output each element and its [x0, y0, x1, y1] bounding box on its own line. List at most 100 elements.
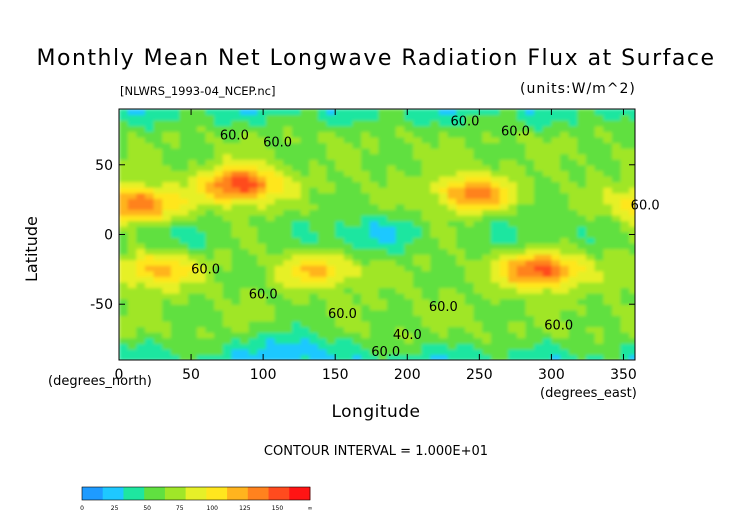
- flux-cell: [196, 242, 207, 250]
- flux-cell: [335, 337, 345, 344]
- flux-cell: [179, 209, 189, 216]
- x-axis-title: Longitude: [331, 402, 421, 422]
- flux-cell: [421, 270, 431, 277]
- flux-cell: [361, 326, 371, 333]
- flux-cell: [179, 337, 189, 344]
- flux-cell: [352, 248, 362, 255]
- flux-cell: [326, 192, 336, 199]
- flux-cell: [326, 170, 336, 177]
- flux-cell: [309, 337, 319, 344]
- flux-cell: [620, 242, 630, 250]
- flux-cell: [309, 242, 319, 250]
- flux-cell: [395, 326, 405, 333]
- flux-cell: [629, 153, 635, 160]
- flux-cell: [369, 265, 380, 272]
- flux-cell: [438, 175, 449, 183]
- flux-cell: [378, 109, 388, 116]
- flux-cell: [240, 237, 250, 244]
- flux-cell: [525, 142, 535, 149]
- flux-cell: [525, 270, 535, 277]
- flux-cell: [335, 332, 345, 339]
- flux-cell: [594, 276, 604, 283]
- flux-cell: [231, 209, 241, 216]
- flux-cell: [464, 254, 475, 261]
- flux-cell: [144, 348, 155, 356]
- flux-cell: [170, 120, 181, 127]
- flux-cell: [369, 231, 380, 238]
- flux-cell: [179, 120, 189, 127]
- flux-cell: [283, 114, 293, 121]
- flux-cell: [144, 287, 155, 294]
- flux-cell: [343, 170, 354, 177]
- flux-cell: [136, 354, 146, 360]
- flux-cell: [153, 198, 163, 205]
- flux-cell: [214, 332, 224, 339]
- flux-cell: [395, 142, 405, 149]
- flux-cell: [499, 298, 509, 305]
- flux-cell: [421, 187, 431, 194]
- flux-cell: [430, 248, 440, 255]
- flux-cell: [534, 237, 544, 244]
- flux-cell: [456, 265, 466, 272]
- flux-cell: [508, 142, 518, 149]
- flux-cell: [144, 192, 155, 199]
- flux-cell: [188, 343, 198, 350]
- flux-cell: [395, 293, 405, 300]
- flux-cell: [274, 120, 284, 127]
- flux-cell: [508, 226, 518, 233]
- flux-cell: [611, 298, 622, 305]
- flux-cell: [508, 109, 518, 116]
- flux-cell: [585, 281, 596, 289]
- flux-cell: [179, 304, 189, 311]
- flux-cell: [283, 276, 293, 283]
- flux-cell: [127, 153, 137, 160]
- flux-cell: [205, 142, 215, 149]
- flux-cell: [222, 315, 233, 322]
- flux-cell: [119, 298, 129, 305]
- flux-cell: [317, 343, 328, 350]
- flux-cell: [585, 125, 596, 132]
- flux-cell: [430, 175, 440, 183]
- flux-cell: [568, 153, 578, 160]
- flux-cell: [248, 293, 258, 300]
- flux-cell: [482, 281, 492, 289]
- flux-cell: [525, 343, 535, 350]
- flux-cell: [240, 293, 250, 300]
- flux-cell: [378, 159, 388, 166]
- flux-cell: [447, 348, 457, 356]
- flux-cell: [560, 214, 570, 222]
- flux-cell: [162, 226, 172, 233]
- flux-cell: [153, 109, 163, 116]
- flux-cell: [464, 248, 475, 255]
- flux-cell: [144, 159, 155, 166]
- flux-cell: [387, 164, 397, 171]
- flux-cell: [291, 237, 302, 244]
- flux-cell: [248, 226, 258, 233]
- flux-cell: [300, 209, 310, 216]
- flux-cell: [248, 276, 258, 283]
- flux-cell: [283, 293, 293, 300]
- flux-cell: [508, 254, 518, 261]
- flux-cell: [283, 159, 293, 166]
- flux-cell: [508, 164, 518, 171]
- flux-cell: [170, 192, 181, 199]
- flux-cell: [162, 304, 172, 311]
- flux-cell: [222, 175, 233, 183]
- flux-cell: [222, 203, 233, 210]
- flux-cell: [387, 109, 397, 116]
- flux-cell: [585, 254, 596, 261]
- flux-cell: [300, 348, 310, 356]
- flux-cell: [188, 337, 198, 344]
- flux-cell: [568, 248, 578, 255]
- flux-cell: [629, 242, 635, 250]
- flux-cell: [153, 153, 163, 160]
- flux-cell: [430, 265, 440, 272]
- flux-cell: [430, 170, 440, 177]
- flux-cell: [620, 187, 630, 194]
- flux-cell: [179, 198, 189, 205]
- flux-cell: [188, 136, 198, 144]
- flux-cell: [352, 332, 362, 339]
- flux-cell: [240, 125, 250, 132]
- flux-cell: [413, 348, 423, 356]
- flux-cell: [447, 159, 457, 166]
